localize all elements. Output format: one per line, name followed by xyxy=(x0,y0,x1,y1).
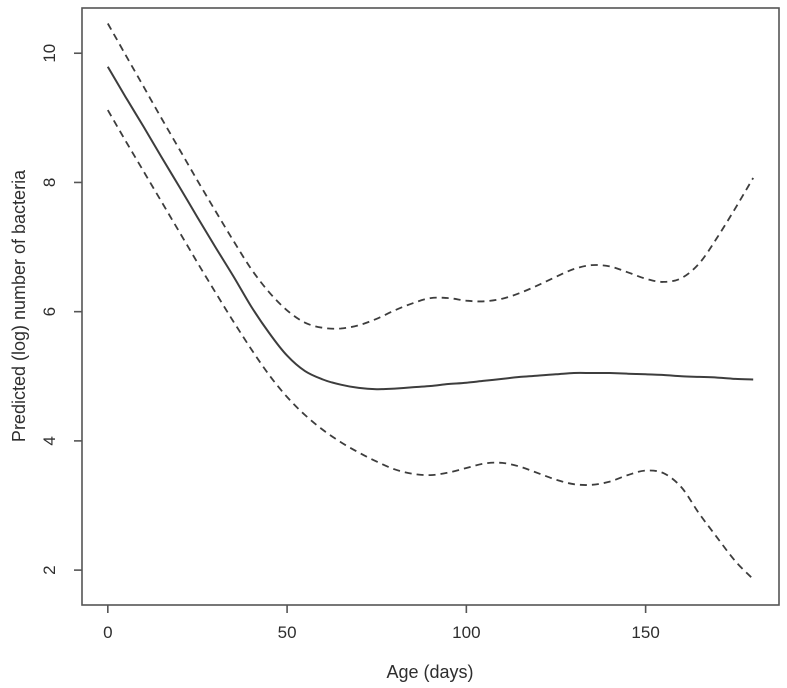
y-tick-label: 10 xyxy=(40,44,59,63)
y-axis-title: Predicted (log) number of bacteria xyxy=(9,169,29,442)
y-tick-label: 6 xyxy=(40,307,59,316)
x-tick-label: 0 xyxy=(103,623,112,642)
x-tick-label: 50 xyxy=(278,623,297,642)
y-tick-label: 4 xyxy=(40,436,59,445)
series-lower-confidence-band xyxy=(107,109,754,580)
plot-box xyxy=(81,7,780,606)
y-tick-label: 8 xyxy=(40,178,59,187)
plot-generated-layer: 0 50 100 150 2 4 6 8 10 xyxy=(40,7,780,642)
y-tick-label: 2 xyxy=(40,565,59,574)
x-axis-title: Age (days) xyxy=(386,662,473,682)
x-tick-label: 100 xyxy=(452,623,480,642)
series-upper-confidence-band xyxy=(107,23,754,330)
x-tick-label: 150 xyxy=(631,623,659,642)
series-fitted-curve xyxy=(106,66,754,391)
